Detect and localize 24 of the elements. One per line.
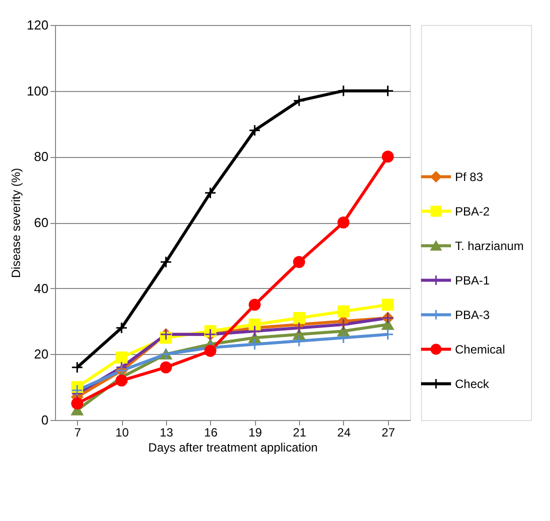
y-tick-label: 20 — [34, 346, 48, 362]
legend-label: PBA-2 — [455, 204, 490, 218]
x-tick-label: 21 — [292, 426, 307, 440]
legend-label: PBA-3 — [455, 308, 490, 322]
x-tick-label: 7 — [74, 426, 82, 440]
legend-label: Pf 83 — [455, 170, 484, 184]
x-tick-label: 27 — [382, 426, 396, 440]
legend-label: Check — [455, 376, 490, 391]
legend-label: PBA-1 — [455, 273, 490, 288]
y-axis-title: Disease severity (%) — [8, 168, 23, 278]
y-tick-label: 100 — [26, 83, 48, 98]
x-tick-label: 16 — [204, 426, 218, 440]
x-tick-label: 10 — [115, 426, 130, 440]
y-tick-label: 40 — [34, 280, 48, 296]
x-axis-title: Days after treatment application — [148, 440, 318, 454]
legend-label: T. harzianum — [455, 238, 524, 253]
x-tick-label: 24 — [337, 426, 351, 440]
y-tick-label: 60 — [34, 215, 48, 230]
y-tick-label: 120 — [26, 18, 48, 32]
x-tick-label: 13 — [160, 426, 174, 440]
legend-label: Chemical — [455, 342, 506, 356]
y-tick-label: 80 — [34, 149, 48, 164]
y-tick-label: 0 — [41, 412, 48, 428]
x-tick-label: 19 — [248, 426, 262, 440]
